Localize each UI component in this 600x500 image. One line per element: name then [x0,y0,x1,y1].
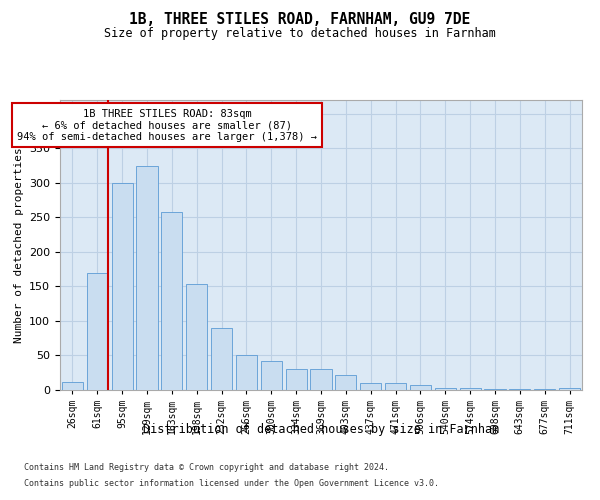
Bar [410,385,431,390]
Text: 1B THREE STILES ROAD: 83sqm
← 6% of detached houses are smaller (87)
94% of semi: 1B THREE STILES ROAD: 83sqm ← 6% of deta… [17,108,317,142]
Bar [62,382,83,390]
Bar [559,388,580,390]
Bar [112,183,133,390]
Bar [161,212,182,390]
Text: Distribution of detached houses by size in Farnham: Distribution of detached houses by size … [143,422,499,436]
Text: Contains public sector information licensed under the Open Government Licence v3: Contains public sector information licen… [24,478,439,488]
Bar [286,370,307,390]
Bar [261,361,282,390]
Text: Contains HM Land Registry data © Crown copyright and database right 2024.: Contains HM Land Registry data © Crown c… [24,464,389,472]
Bar [87,272,108,390]
Bar [236,356,257,390]
Bar [335,375,356,390]
Bar [385,383,406,390]
Bar [211,328,232,390]
Text: Size of property relative to detached houses in Farnham: Size of property relative to detached ho… [104,28,496,40]
Bar [136,166,158,390]
Bar [360,383,381,390]
Bar [186,284,207,390]
Bar [435,388,456,390]
Y-axis label: Number of detached properties: Number of detached properties [14,147,23,343]
Text: 1B, THREE STILES ROAD, FARNHAM, GU9 7DE: 1B, THREE STILES ROAD, FARNHAM, GU9 7DE [130,12,470,28]
Bar [310,370,332,390]
Bar [460,388,481,390]
